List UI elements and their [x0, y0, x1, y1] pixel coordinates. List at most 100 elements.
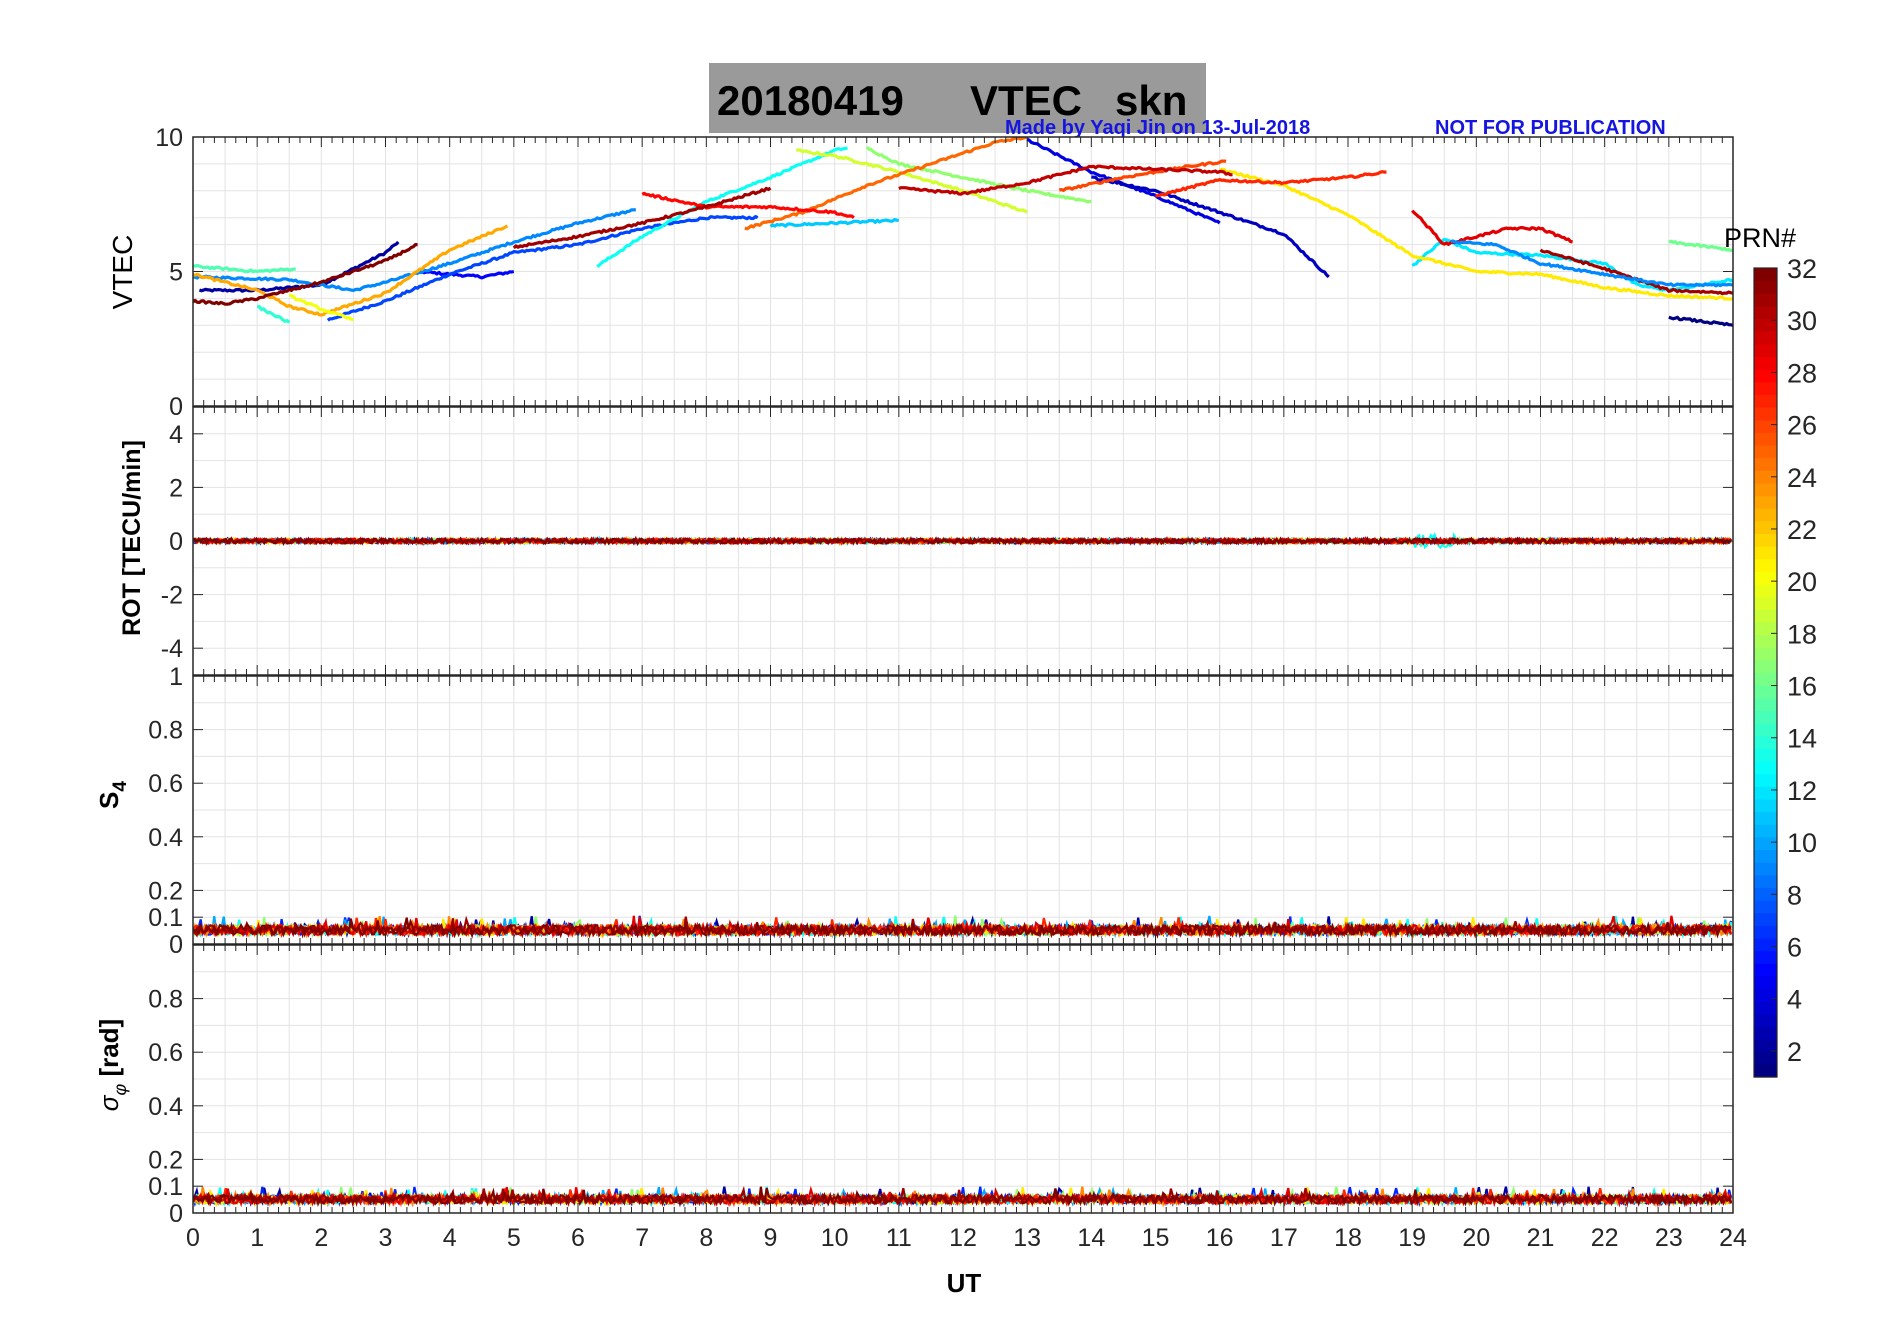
colorbar-segment [1754, 381, 1777, 396]
colorbar-segment [1754, 470, 1777, 484]
vtec-series-prn-16 [1668, 239, 1733, 253]
x-tick-label: 22 [1591, 1224, 1619, 1252]
x-tick-label: 9 [764, 1224, 778, 1252]
colorbar-segment [1754, 1013, 1777, 1028]
x-tick-label: 3 [379, 1224, 393, 1252]
x-tick-label: 5 [507, 1224, 521, 1252]
vtec-series-prn-5 [417, 269, 515, 280]
colorbar-segment [1754, 1064, 1777, 1078]
colorbar-segment [1754, 318, 1777, 332]
vtec-ytick-label: 5 [169, 259, 183, 287]
sigma-ytick-label: 0 [169, 1200, 183, 1228]
colorbar-tick-label: 12 [1787, 776, 1817, 806]
vtec-series-prn-9 [1450, 239, 1733, 288]
s4-ytick-label: 0.6 [148, 770, 183, 798]
x-tick-label: 12 [949, 1224, 977, 1252]
x-tick-label: 13 [1013, 1224, 1041, 1252]
colorbar-segment [1754, 520, 1777, 535]
colorbar-tick-label: 10 [1787, 828, 1817, 858]
title-station: skn [1115, 77, 1187, 124]
sigma-data [193, 1185, 1733, 1208]
colorbar-segment [1754, 710, 1777, 724]
x-tick-label: 0 [186, 1224, 200, 1252]
x-tick-label: 17 [1270, 1224, 1298, 1252]
title-date: 20180419 [717, 77, 904, 124]
colorbar-segment [1754, 609, 1777, 623]
sigma-ytick-label: 0.1 [148, 1173, 183, 1201]
colorbar-segment [1754, 836, 1777, 851]
s4-panel: 00.10.2 0.4 0.6 0.8 1 [148, 663, 1734, 959]
colorbar-segment [1754, 1051, 1777, 1065]
colorbar-tick-label: 16 [1787, 672, 1817, 702]
credit-text: Made by Yaqi Jin on 13-Jul-2018 [1005, 117, 1310, 139]
s4-subscript: 4 [110, 781, 131, 792]
x-tick-label: 20 [1462, 1224, 1490, 1252]
colorbar-segment [1754, 647, 1777, 661]
colorbar-tick-label: 32 [1787, 254, 1817, 284]
colorbar-segment [1754, 748, 1777, 762]
colorbar-segment [1754, 457, 1777, 471]
vtec-series-prn-25 [744, 137, 1028, 231]
colorbar-segment [1754, 824, 1777, 838]
x-tick-label: 8 [699, 1224, 713, 1252]
rot-ylabel: ROT [TECU/min] [118, 440, 146, 636]
vtec-series-prn-11 [769, 218, 899, 228]
colorbar-frame [1753, 267, 1778, 1078]
x-tick-label: 19 [1398, 1224, 1426, 1252]
colorbar-segment [1754, 672, 1777, 686]
colorbar-segment [1754, 798, 1777, 813]
colorbar-segment [1754, 533, 1777, 547]
colorbar-segment [1754, 900, 1777, 914]
s4-ytick-label: 0.2 [148, 877, 183, 905]
colorbar-segment [1754, 975, 1777, 990]
x-tick-label: 1 [250, 1224, 264, 1252]
vtec-series-prn-15 [193, 263, 296, 274]
colorbar-segment [1754, 331, 1777, 345]
colorbar-segment [1754, 432, 1777, 446]
colorbar-segment [1754, 280, 1777, 294]
sigma-ytick-label: 0.6 [148, 1039, 183, 1067]
colorbar-segment [1754, 659, 1777, 674]
rot-ytick-label: 4 [169, 421, 183, 449]
colorbar-tick-label: 4 [1787, 985, 1802, 1015]
colorbar-segment [1754, 697, 1777, 712]
colorbar-segment [1754, 584, 1777, 598]
s4-data [193, 915, 1733, 940]
colorbar-segment [1754, 268, 1777, 282]
s4-ytick-label: 0 [169, 931, 183, 959]
colorbar-segment [1754, 912, 1777, 926]
colorbar-segment [1754, 937, 1777, 952]
s4-ytick-label: 1 [169, 663, 183, 691]
s4-ytick-label: 0.8 [148, 717, 183, 745]
vtec-series-prn-32 [193, 243, 418, 306]
colorbar-segment [1754, 1026, 1777, 1040]
vtec-series-prn-14 [256, 304, 291, 324]
colorbar-segment [1754, 356, 1777, 370]
colorbar-segment [1754, 760, 1777, 775]
sigma-trace-prn-32 [193, 1186, 1733, 1208]
vtec-series-prn-28 [641, 191, 855, 219]
sigma-subscript: φ [110, 1084, 130, 1096]
s4-trace-prn-32 [193, 917, 1732, 939]
x-tick-label: 10 [821, 1224, 849, 1252]
vtec-series-prn-1 [1668, 315, 1733, 327]
vtec-ylabel: VTEC [107, 235, 138, 310]
colorbar-segment [1754, 634, 1777, 648]
colorbar-tick-label: 18 [1787, 619, 1817, 649]
vtec-series-prn-21 [1219, 167, 1733, 301]
vtec-ytick-label: 0 [169, 393, 183, 421]
colorbar-segment [1754, 369, 1777, 383]
s4-ytick-label: 0.1 [148, 904, 183, 932]
x-tick-label: 21 [1527, 1224, 1555, 1252]
colorbar-segment [1754, 558, 1777, 572]
colorbar-segment [1754, 1039, 1777, 1053]
title-product: VTEC [970, 77, 1082, 124]
x-tick-label: 16 [1206, 1224, 1234, 1252]
colorbar-segment [1754, 546, 1777, 560]
x-tick-label: 14 [1077, 1224, 1105, 1252]
vtec-series-prn-7 [326, 215, 759, 322]
colorbar-segment [1754, 596, 1777, 610]
sigma-ytick-label: 0.4 [148, 1093, 183, 1121]
colorbar-tick-label: 22 [1787, 515, 1817, 545]
x-tick-label: 24 [1719, 1224, 1747, 1252]
